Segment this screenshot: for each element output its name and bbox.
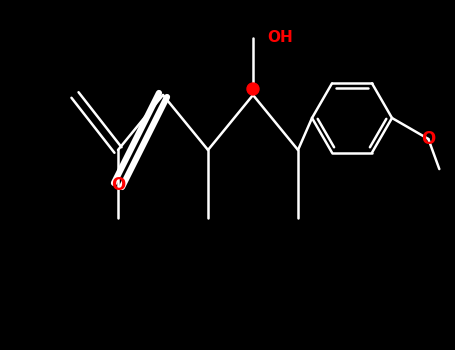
Text: O: O (421, 130, 435, 148)
Text: OH: OH (267, 29, 293, 44)
Text: O: O (111, 176, 125, 194)
Circle shape (247, 83, 259, 95)
